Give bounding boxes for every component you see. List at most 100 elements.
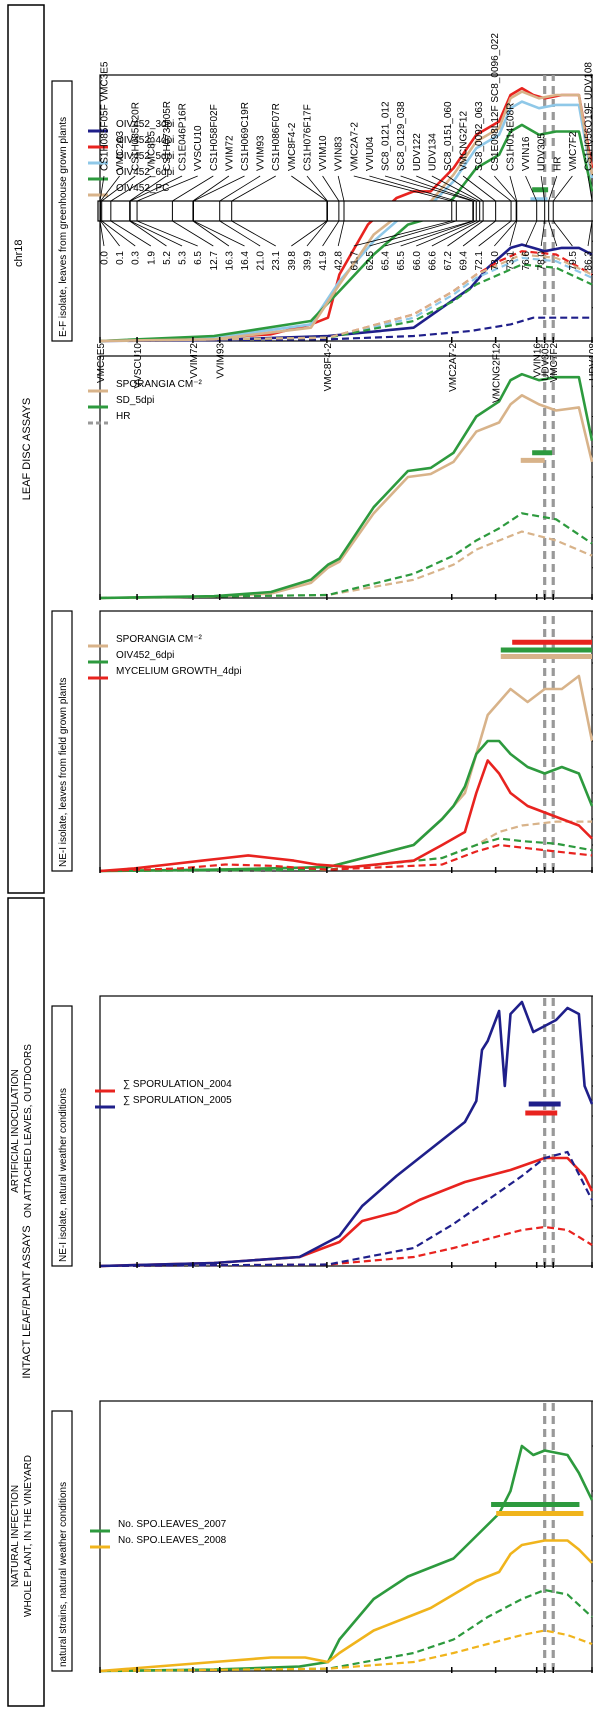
position-connector	[192, 220, 230, 247]
marker-position: 42.8	[334, 251, 345, 271]
position-connector	[447, 220, 484, 247]
marker-connector	[337, 175, 345, 202]
axis-marker-label: VMC2A7-2	[448, 343, 459, 392]
marker-name: UDV134	[427, 133, 438, 171]
marker-name: CS1H085H20R	[131, 102, 142, 171]
panel-title: natural strains, natural weather conditi…	[58, 1482, 69, 1667]
marker-name: SC8_0129_038	[396, 101, 407, 171]
panel-title: NE-I isolate, natural weather conditions	[58, 1088, 69, 1262]
series-dashed-red	[99, 1225, 593, 1268]
marker-name: VVSCU10	[193, 125, 204, 171]
marker-position: 5.2	[162, 251, 173, 265]
position-connector	[400, 220, 474, 247]
series-dashed-gold	[99, 1629, 593, 1673]
marker-connector	[552, 175, 573, 202]
axis-marker-label: VVIM72	[189, 343, 200, 379]
legend-label: No. SPO.LEAVES_2008	[118, 1535, 227, 1546]
marker-name: SC8_0092_063	[474, 101, 485, 171]
marker-name: VVIU04	[365, 136, 376, 171]
chromosome-label: chr18	[13, 239, 25, 267]
marker-connector	[101, 175, 136, 202]
marker-connector	[431, 175, 480, 202]
marker-position: 66.0	[412, 251, 423, 271]
panel-title: NE-I isolate, leaves from field grown pl…	[58, 677, 69, 867]
marker-connector	[172, 175, 214, 202]
marker-position: 66.6	[427, 251, 438, 271]
panel-header-line: WHOLE PLANT, IN THE VINEYARD	[23, 1455, 34, 1617]
marker-connector	[462, 175, 496, 202]
marker-connector	[494, 175, 517, 202]
series-line-tan	[99, 90, 593, 343]
marker-connector	[353, 175, 452, 202]
legend-label: OIV452_3dpi	[116, 119, 174, 130]
panel-header-line: ARTIFICIAL INOCULATION	[10, 1069, 21, 1193]
marker-connector	[322, 175, 340, 202]
position-connector	[353, 220, 452, 247]
series-line-gold	[99, 1539, 593, 1673]
series-line-tan	[99, 394, 593, 600]
position-connector	[100, 220, 120, 247]
marker-position: 1.9	[146, 251, 157, 265]
position-connector	[172, 220, 214, 247]
position-connector	[478, 220, 512, 247]
panel-title-box	[51, 80, 73, 342]
marker-connector	[110, 175, 152, 202]
marker-connector	[447, 175, 484, 202]
marker-position: 0.0	[100, 251, 111, 265]
legend: ∑ SPORULATION_2004 ∑ SPORULATION_2005	[95, 1079, 232, 1109]
legend-label: HR	[116, 411, 130, 422]
series-dashed-tan	[99, 530, 593, 600]
marker-position: 73.0	[490, 251, 501, 271]
marker-name: VVIM10	[318, 135, 329, 171]
position-connector	[525, 220, 538, 247]
position-connector	[431, 220, 480, 247]
marker-position: 61.7	[349, 251, 360, 271]
marker-name: SC8_0151_060	[443, 101, 454, 171]
position-connector	[219, 220, 261, 247]
panel-title-box	[51, 1005, 73, 1267]
legend: OIV452_3dpi OIV452_4dpi OIV452_5dpi OIV452_…	[88, 119, 174, 197]
axis-marker-label: VVSCU10	[133, 343, 144, 389]
marker-name: CS1H076F17F	[302, 104, 313, 171]
marker-position: 69.4	[459, 251, 470, 271]
marker-connector	[193, 175, 245, 202]
marker-name: CS1H069C19R	[240, 102, 251, 171]
marker-connector	[129, 175, 167, 202]
series-line-green	[99, 739, 593, 873]
marker-name: VMC2A3	[115, 131, 126, 171]
marker-connector	[99, 175, 105, 202]
marker-position: 73.1	[505, 251, 516, 271]
marker-name: VVIN83	[334, 136, 345, 171]
marker-position: 16.3	[224, 251, 235, 271]
axis-marker-label: VMC7F2	[549, 343, 560, 383]
panel-title: E-F isolate, leaves from greenhouse grow…	[58, 117, 69, 337]
position-connector	[291, 220, 328, 247]
position-connector	[322, 220, 340, 247]
panel-ai: NE-I isolate, natural weather conditions…	[10, 995, 593, 1268]
marker-connector	[416, 175, 477, 202]
position-connector	[462, 220, 496, 247]
series-dashed-green	[99, 1588, 593, 1673]
panel-title-box	[51, 610, 73, 872]
position-connector	[384, 220, 473, 247]
series-dashed-green	[99, 512, 593, 600]
axis-marker-label: VVIM93	[216, 343, 227, 379]
legend-label: SD_5dpi	[116, 395, 154, 406]
intact-header: INTACT LEAF/PLANT ASSAYS	[21, 1225, 33, 1378]
position-connector	[129, 220, 167, 247]
position-connector	[130, 220, 183, 247]
axis-marker-label: VMCNG2F12	[492, 343, 503, 403]
marker-position: 23.1	[271, 251, 282, 271]
position-connector	[136, 220, 198, 247]
marker-connector	[231, 175, 276, 202]
position-connector	[494, 220, 517, 247]
legend-label: OIV452_5dpi	[116, 151, 174, 162]
legend-label: OIV452_PC	[116, 183, 169, 194]
marker-connector	[400, 175, 474, 202]
position-connector	[369, 220, 457, 247]
marker-position: 0.3	[131, 251, 142, 265]
marker-position: 62.5	[365, 251, 376, 271]
position-connector	[101, 220, 136, 247]
shared-marker-axis: VMC3E5 VVSCU10 VVIM72 VVIM93 VMC8F4-2 VMC2A7-…	[96, 343, 593, 403]
marker-name: CS1H014E08R	[505, 103, 516, 171]
